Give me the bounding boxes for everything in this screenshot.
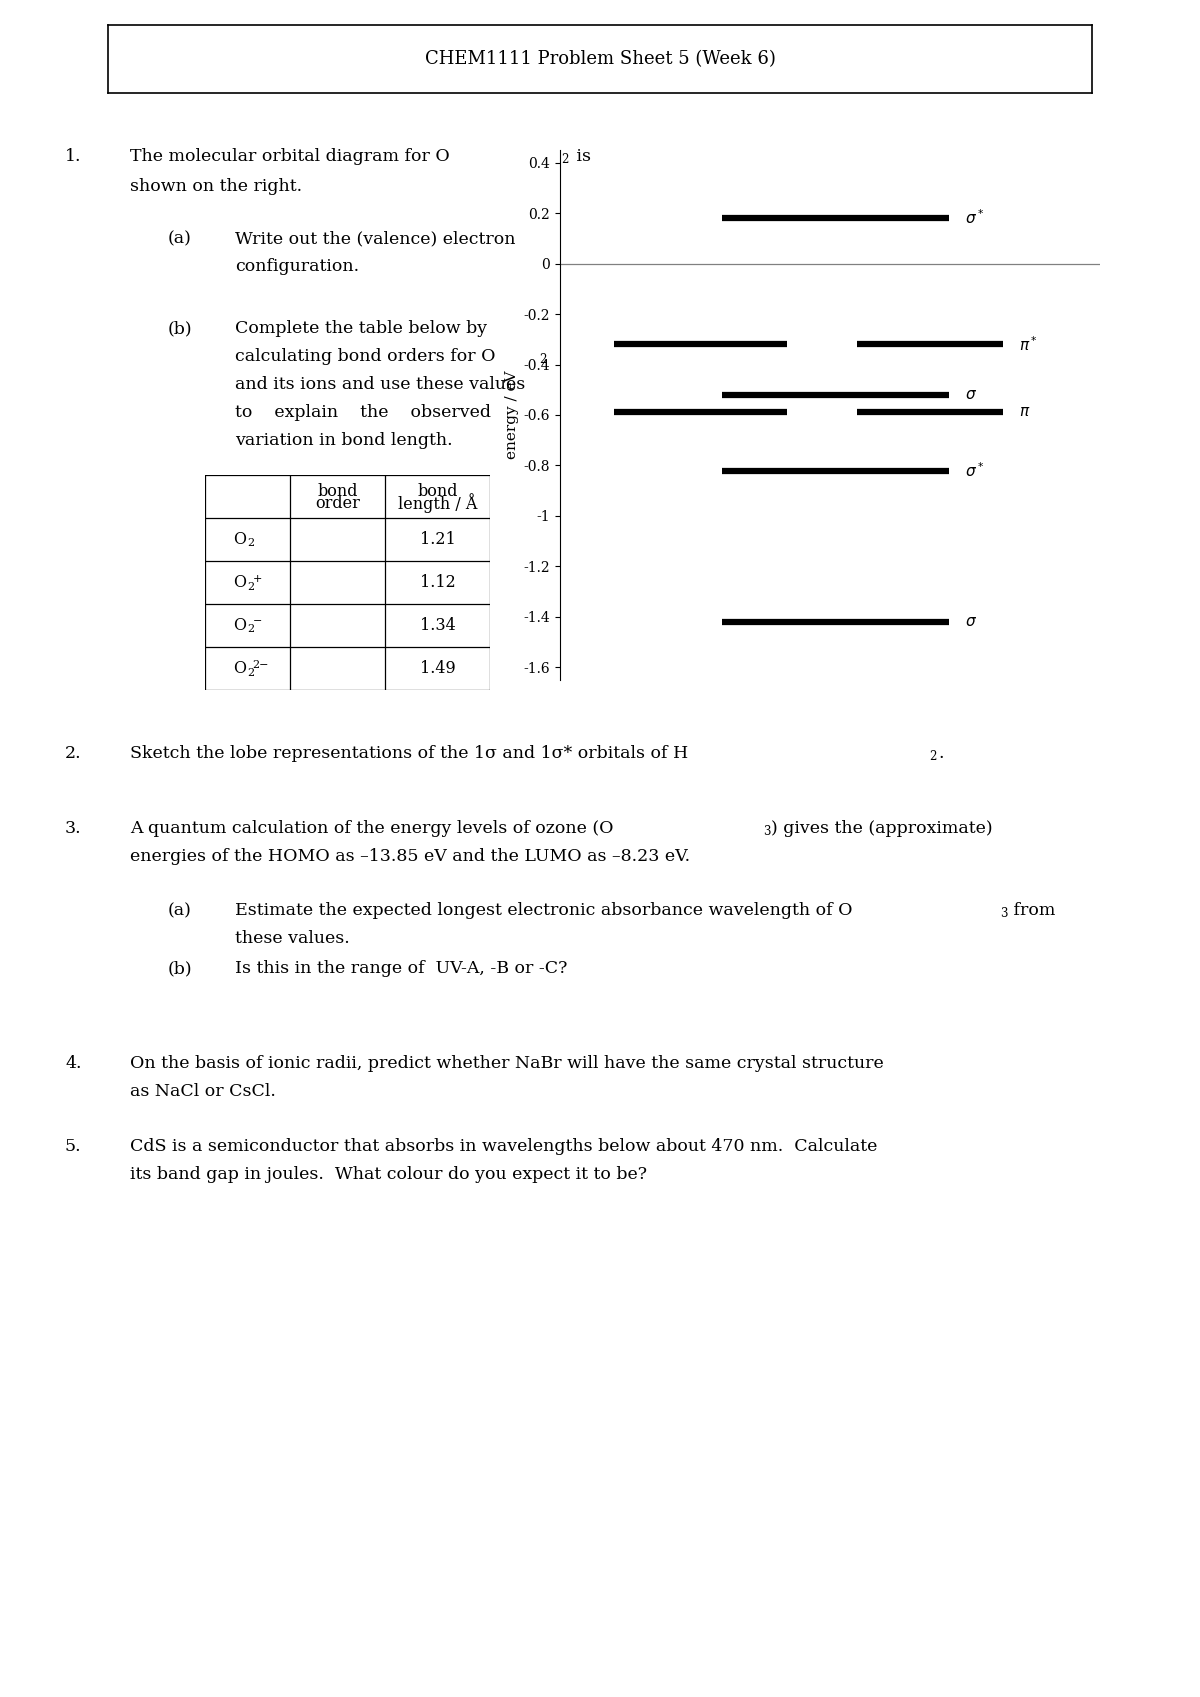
Text: 2: 2 [247,538,254,548]
Text: O: O [233,660,246,677]
Text: (b): (b) [168,321,193,338]
Text: O: O [233,618,246,635]
Text: Sketch the lobe representations of the 1σ and 1σ* orbitals of H: Sketch the lobe representations of the 1… [130,745,689,762]
Text: 2: 2 [247,582,254,592]
Text: Is this in the range of  UV-A, -B or -C?: Is this in the range of UV-A, -B or -C? [235,961,568,977]
Text: $π^*$: $π^*$ [1019,334,1038,353]
Text: to    explain    the    observed: to explain the observed [235,404,491,421]
Text: $σ$: $σ$ [965,614,977,630]
Text: configuration.: configuration. [235,258,359,275]
Text: shown on the right.: shown on the right. [130,178,302,195]
Text: O: O [233,531,246,548]
Text: 3: 3 [763,825,770,838]
Text: On the basis of ionic radii, predict whether NaBr will have the same crystal str: On the basis of ionic radii, predict whe… [130,1056,883,1073]
Y-axis label: energy / eV: energy / eV [505,370,520,460]
Text: Complete the table below by: Complete the table below by [235,321,487,338]
Text: variation in bond length.: variation in bond length. [235,433,452,450]
Text: and its ions and use these values: and its ions and use these values [235,377,526,394]
Text: 1.34: 1.34 [420,618,455,635]
Text: O: O [233,574,246,591]
Text: 1.21: 1.21 [420,531,455,548]
Text: CdS is a semiconductor that absorbs in wavelengths below about 470 nm.  Calculat: CdS is a semiconductor that absorbs in w… [130,1139,877,1156]
Text: 5.: 5. [65,1139,82,1156]
Text: $σ^*$: $σ^*$ [965,209,984,227]
Text: Write out the (valence) electron: Write out the (valence) electron [235,231,516,248]
Text: from: from [1008,903,1055,920]
Text: 2: 2 [539,353,546,367]
Text: ) gives the (approximate): ) gives the (approximate) [772,820,992,837]
Text: is: is [571,148,592,165]
Text: as NaCl or CsCl.: as NaCl or CsCl. [130,1083,276,1100]
Text: 1.: 1. [65,148,82,165]
Text: 2: 2 [247,624,254,635]
Text: Estimate the expected longest electronic absorbance wavelength of O: Estimate the expected longest electronic… [235,903,852,920]
Text: these values.: these values. [235,930,349,947]
Text: (a): (a) [168,231,192,248]
Text: $σ$: $σ$ [965,389,977,402]
Text: length / Å: length / Å [398,494,478,514]
Text: calculating bond orders for O: calculating bond orders for O [235,348,496,365]
Text: A quantum calculation of the energy levels of ozone (O: A quantum calculation of the energy leve… [130,820,613,837]
Text: 1.49: 1.49 [420,660,455,677]
Text: .: . [938,745,943,762]
Text: +: + [252,574,262,584]
Text: 2: 2 [562,153,569,166]
Text: 4.: 4. [65,1056,82,1073]
Text: 2.: 2. [65,745,82,762]
Text: 3.: 3. [65,820,82,837]
Text: The molecular orbital diagram for O: The molecular orbital diagram for O [130,148,450,165]
Text: its band gap in joules.  What colour do you expect it to be?: its band gap in joules. What colour do y… [130,1166,647,1183]
Text: 3: 3 [1000,906,1008,920]
Text: order: order [316,496,360,512]
Text: bond: bond [317,484,358,501]
Text: 1.12: 1.12 [420,574,455,591]
Text: (b): (b) [168,961,193,977]
Text: $π$: $π$ [1019,406,1031,419]
Text: (a): (a) [168,903,192,920]
Text: energies of the HOMO as –13.85 eV and the LUMO as –8.23 eV.: energies of the HOMO as –13.85 eV and th… [130,848,690,865]
Text: bond: bond [418,484,457,501]
Text: 2−: 2− [252,660,269,670]
Text: $σ^*$: $σ^*$ [965,462,984,480]
Text: 2: 2 [247,667,254,677]
Text: 2: 2 [929,750,936,764]
Text: CHEM1111 Problem Sheet 5 (Week 6): CHEM1111 Problem Sheet 5 (Week 6) [425,51,775,68]
Text: −: − [252,616,262,626]
